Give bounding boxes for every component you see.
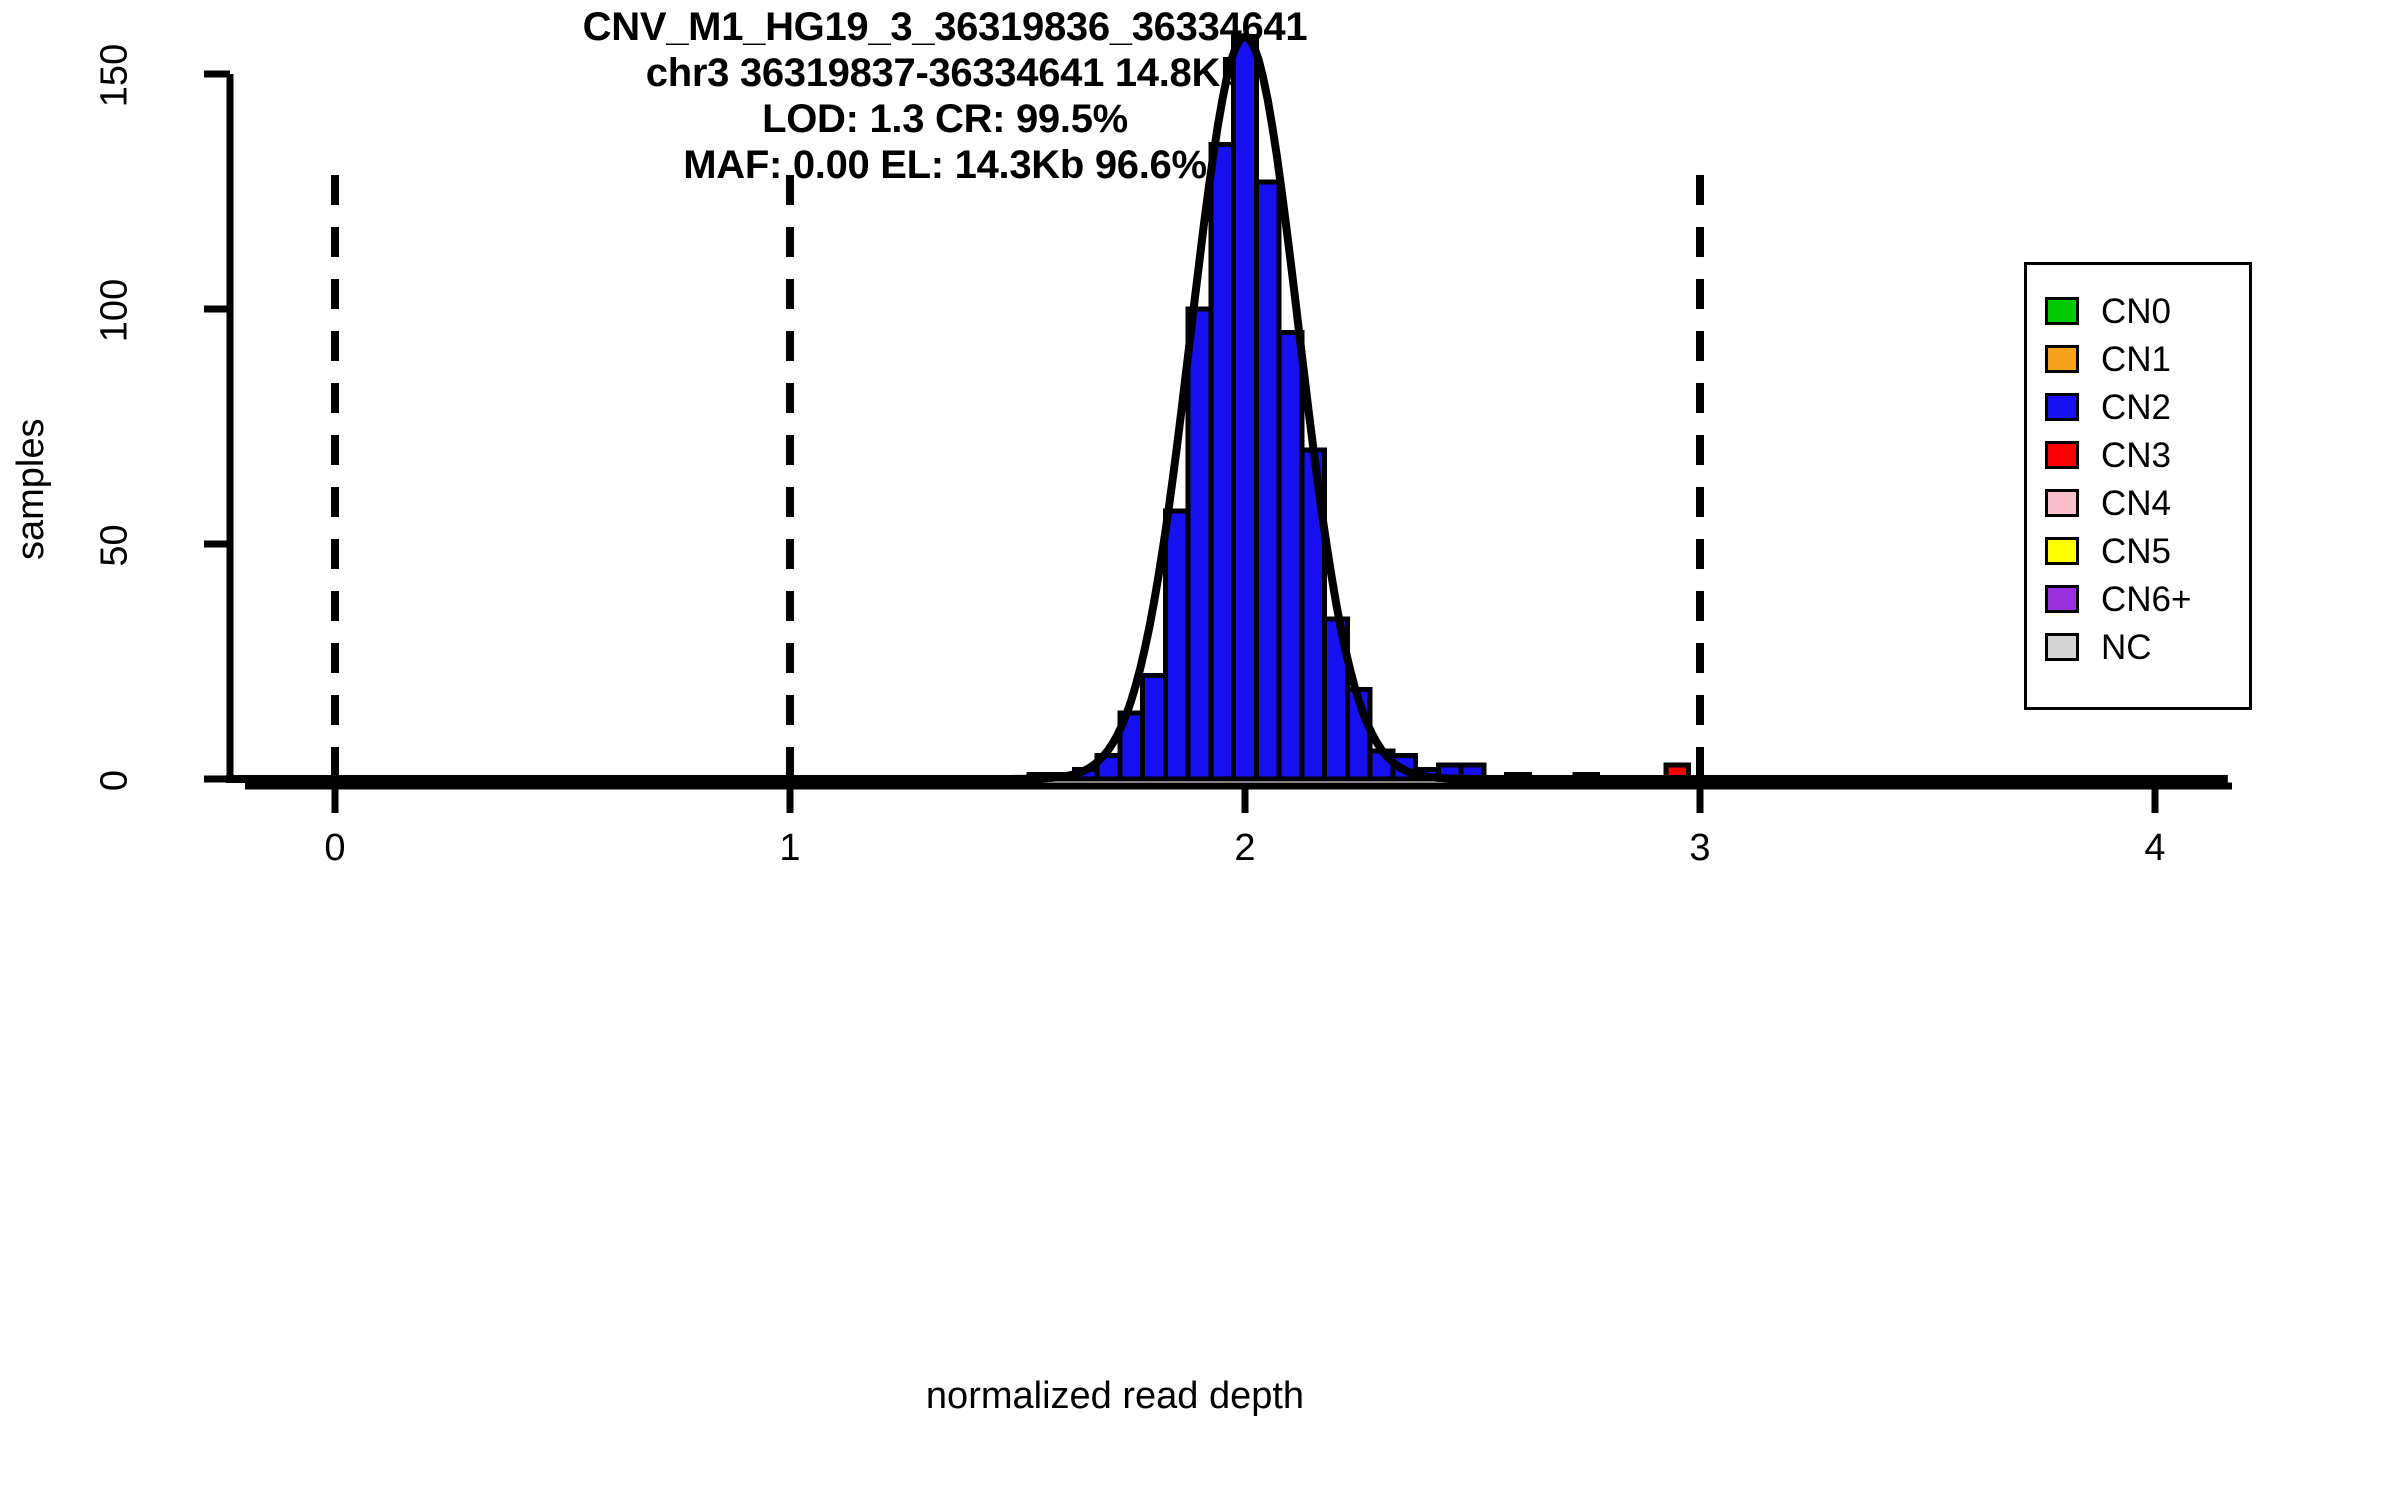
legend-item-cn4[interactable]: CN4: [2045, 479, 2249, 527]
legend-item-cn6plus[interactable]: CN6+: [2045, 575, 2249, 623]
x-tick-label: 2: [1234, 827, 1256, 869]
legend-swatch-icon: [2045, 441, 2079, 469]
legend-label: CN3: [2101, 435, 2172, 475]
y-tick-label: 100: [93, 278, 136, 343]
legend-label: CN6+: [2101, 579, 2192, 619]
legend-label: CN0: [2101, 291, 2172, 331]
x-tick-label: 4: [2144, 827, 2166, 869]
y-tick-label: 50: [93, 524, 136, 567]
legend-label: CN2: [2101, 387, 2172, 427]
legend-label: CN5: [2101, 531, 2172, 571]
legend-swatch-icon: [2045, 633, 2079, 661]
title-line-4: MAF: 0.00 EL: 14.3Kb 96.6%: [683, 143, 1207, 187]
y-tick-label: 0: [93, 769, 136, 792]
legend-item-cn1[interactable]: CN1: [2045, 335, 2249, 383]
title-line-1: CNV_M1_HG19_3_36319836_36334641: [582, 5, 1308, 49]
legend-swatch-icon: [2045, 537, 2079, 565]
legend-item-cn3[interactable]: CN3: [2045, 431, 2249, 479]
legend-list: CN0 CN1 CN2 CN3 CN4 CN5 CN6+ NC: [2027, 265, 2249, 671]
legend-item-cn5[interactable]: CN5: [2045, 527, 2249, 575]
histogram-bar: [1253, 179, 1282, 782]
histogram-bar: [1208, 142, 1237, 782]
histogram-bar: [1162, 508, 1191, 782]
legend-item-cn0[interactable]: CN0: [2045, 287, 2249, 335]
x-axis-title: normalized read depth: [925, 1375, 1305, 1417]
histogram-bar: [1140, 673, 1168, 782]
legend-swatch-icon: [2045, 489, 2079, 517]
chart-title: CNV_M1_HG19_3_36319836_36334641 chr3 363…: [0, 4, 1890, 188]
density-curve: [225, 32, 2228, 783]
legend-swatch-icon: [2045, 297, 2079, 325]
y-axis-title: samples: [10, 418, 52, 561]
y-tick-label: 150: [93, 43, 136, 108]
histogram-bar: [1231, 33, 1259, 782]
x-tick-label: 1: [779, 827, 801, 869]
legend-label: NC: [2101, 627, 2152, 667]
legend-swatch-icon: [2045, 393, 2079, 421]
legend-swatch-icon: [2045, 345, 2079, 373]
legend-item-nc[interactable]: NC: [2045, 623, 2249, 671]
x-tick-label: 3: [1689, 827, 1711, 869]
x-tick-label: 0: [324, 827, 346, 869]
legend-item-cn2[interactable]: CN2: [2045, 383, 2249, 431]
legend: CN0 CN1 CN2 CN3 CN4 CN5 CN6+ NC: [2024, 262, 2252, 710]
legend-label: CN1: [2101, 339, 2172, 379]
title-line-2: chr3 36319837-36334641 14.8Kb: [645, 51, 1245, 95]
histogram-bar: [1185, 306, 1214, 782]
legend-label: CN4: [2101, 483, 2172, 523]
histogram-bar: [1276, 330, 1305, 782]
title-line-3: LOD: 1.3 CR: 99.5%: [762, 97, 1128, 141]
legend-swatch-icon: [2045, 585, 2079, 613]
